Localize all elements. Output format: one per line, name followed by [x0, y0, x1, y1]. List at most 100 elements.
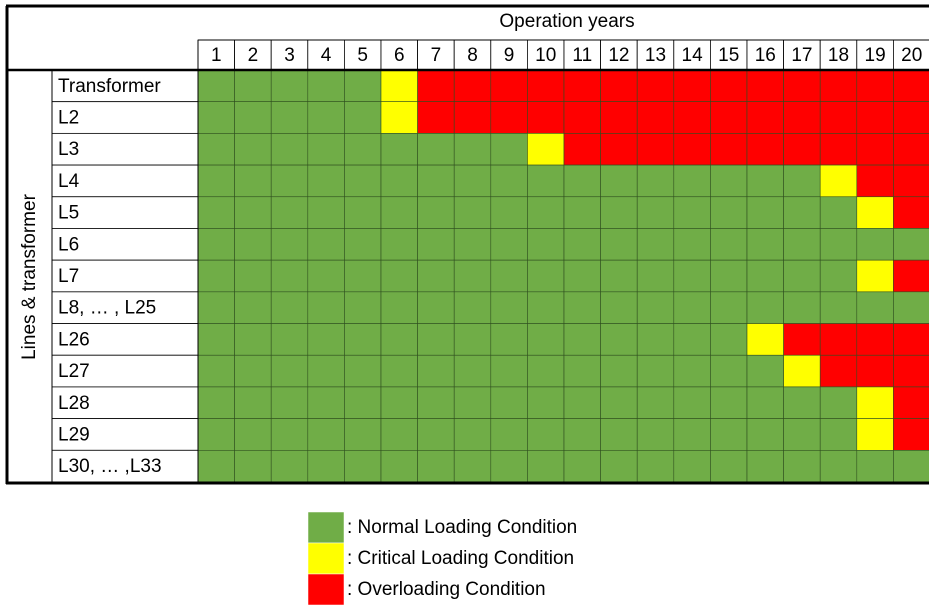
status-cell	[307, 228, 345, 261]
status-cell	[527, 101, 565, 134]
status-cell	[307, 323, 345, 356]
year-cell	[307, 39, 345, 71]
status-cell	[490, 386, 528, 419]
year-label: 7	[431, 45, 442, 66]
status-cell	[746, 354, 784, 388]
status-cell	[636, 291, 675, 324]
status-cell	[490, 133, 528, 166]
status-cell	[417, 418, 455, 451]
status-cell	[563, 386, 601, 419]
status-cell	[344, 228, 382, 261]
status-cell	[307, 164, 345, 198]
status-cell	[856, 386, 894, 419]
status-cell	[527, 228, 565, 261]
status-cell	[197, 354, 235, 388]
status-cell	[234, 69, 272, 102]
status-cell	[234, 196, 272, 229]
status-cell	[563, 69, 601, 102]
status-cell	[234, 354, 272, 388]
status-cell	[380, 133, 418, 166]
row-label: L27	[58, 361, 90, 382]
status-cell	[819, 164, 858, 198]
status-cell	[746, 69, 784, 102]
status-cell	[563, 101, 601, 134]
status-cell	[197, 69, 235, 102]
row-label: L29	[58, 424, 90, 445]
status-cell	[636, 354, 675, 388]
status-cell	[710, 69, 748, 102]
status-cell	[380, 418, 418, 451]
status-cell	[380, 259, 418, 293]
status-cell	[819, 291, 858, 324]
status-cell	[746, 228, 784, 261]
status-cell	[380, 164, 418, 198]
status-cell	[307, 386, 345, 419]
year-label: 19	[865, 45, 886, 66]
status-cell	[783, 354, 821, 388]
status-cell	[710, 386, 748, 419]
status-cell	[856, 259, 894, 293]
status-cell	[600, 386, 638, 419]
status-cell	[197, 228, 235, 261]
status-cell	[197, 323, 235, 356]
status-cell	[710, 196, 748, 229]
status-cell	[270, 354, 309, 388]
status-cell	[856, 69, 894, 102]
status-cell	[234, 418, 272, 451]
row-label: L28	[58, 393, 90, 414]
status-cell	[490, 323, 528, 356]
year-label: 1	[211, 45, 222, 66]
row-label-cell	[51, 164, 199, 198]
status-cell	[636, 450, 675, 483]
status-cell	[197, 259, 235, 293]
year-label: 13	[645, 45, 666, 66]
status-cell	[893, 259, 929, 293]
year-cell	[270, 39, 309, 71]
status-cell	[307, 101, 345, 134]
status-cell	[746, 386, 784, 419]
legend-label: : Normal Loading Condition	[347, 517, 577, 538]
status-cell	[417, 259, 455, 293]
status-cell	[270, 69, 309, 102]
status-cell	[527, 450, 565, 483]
status-cell	[746, 196, 784, 229]
status-cell	[490, 196, 528, 229]
year-cell	[343, 39, 382, 71]
status-cell	[417, 291, 455, 324]
status-cell	[600, 228, 638, 261]
status-cell	[746, 101, 784, 134]
status-cell	[563, 228, 601, 261]
status-cell	[636, 323, 675, 356]
status-cell	[417, 323, 455, 356]
status-cell	[490, 259, 528, 293]
status-cell	[746, 450, 784, 483]
status-cell	[270, 228, 309, 261]
year-label: 15	[718, 45, 739, 66]
status-cell	[746, 323, 784, 356]
status-cell	[527, 354, 565, 388]
status-cell	[234, 133, 272, 166]
status-cell	[856, 418, 894, 451]
status-cell	[234, 323, 272, 356]
row-label: L4	[58, 171, 80, 192]
status-cell	[380, 323, 418, 356]
status-cell	[893, 386, 929, 419]
status-cell	[270, 259, 309, 293]
status-cell	[527, 291, 565, 324]
status-cell	[453, 101, 492, 134]
status-cell	[344, 450, 382, 483]
status-cell	[636, 259, 675, 293]
status-cell	[636, 228, 675, 261]
status-cell	[270, 323, 309, 356]
status-cell	[453, 386, 492, 419]
status-cell	[344, 196, 382, 229]
status-cell	[270, 418, 309, 451]
status-cell	[417, 450, 455, 483]
status-cell	[490, 450, 528, 483]
status-cell	[344, 101, 382, 134]
year-label: 9	[504, 45, 515, 66]
status-cell	[783, 418, 821, 451]
status-cell	[856, 101, 894, 134]
status-cell	[673, 228, 711, 261]
status-cell	[380, 450, 418, 483]
